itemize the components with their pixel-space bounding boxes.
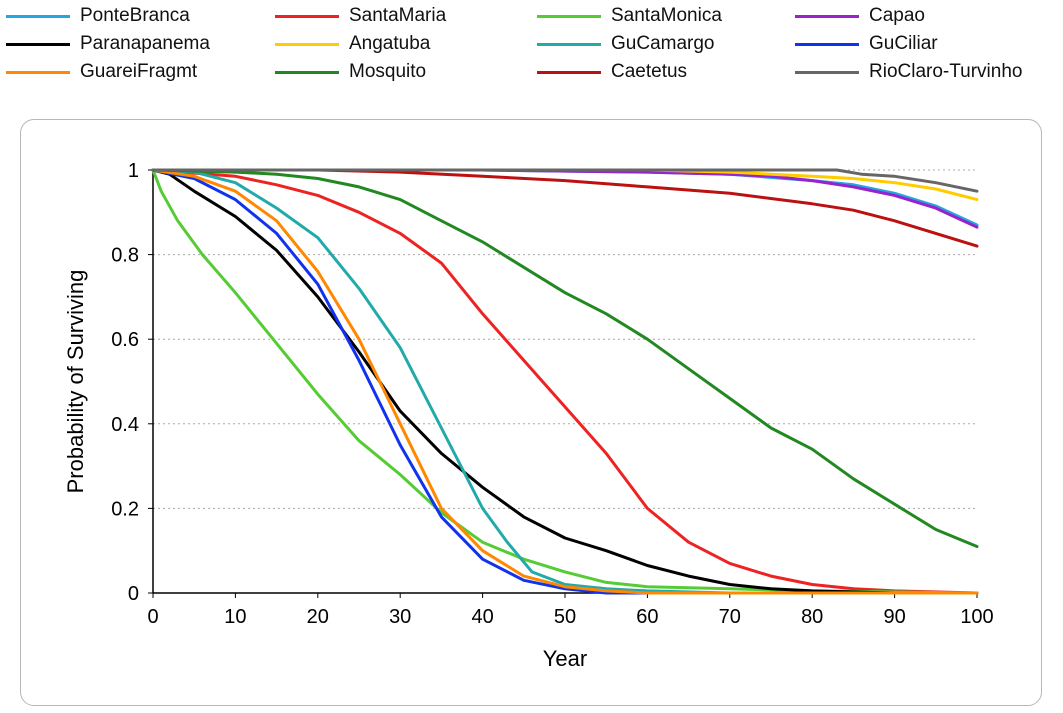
legend-swatch (537, 42, 601, 46)
legend-item: Angatuba (275, 32, 430, 56)
series-line-santamaria (151, 168, 979, 595)
chart-frame (20, 119, 1042, 706)
legend-item: RioClaro-Turvinho (795, 60, 1022, 84)
legend-label: Paranapanema (80, 33, 210, 54)
y-tick-label: 0.8 (111, 245, 139, 267)
axes: 00.20.40.60.810 10 20 30 40 50 60 70 80 90 100 (111, 160, 994, 628)
series-line-paranapanema (151, 168, 979, 595)
y-tick-label: 0.4 (111, 414, 139, 436)
legend-item: Caetetus (537, 60, 687, 84)
legend-item: SantaMonica (537, 4, 722, 28)
x-tick-label: 80 (801, 606, 823, 628)
series-line-santamonica (151, 168, 979, 595)
series-lines (151, 168, 979, 595)
legend-label: SantaMaria (349, 5, 447, 26)
legend-label: Mosquito (349, 61, 427, 82)
legend-label: Angatuba (349, 33, 431, 54)
legend-label: Capao (869, 5, 925, 26)
x-tick-label: 60 (636, 606, 658, 628)
series-line-gucamargo (151, 168, 979, 595)
legend-swatch (275, 14, 339, 18)
y-tick-label: 1 (128, 160, 139, 182)
series-line-guciliar (151, 168, 979, 595)
x-tick-label: 50 (554, 606, 576, 628)
y-tick-label: 0 (128, 583, 139, 605)
legend-item: SantaMaria (275, 4, 446, 28)
legend-item: GuCamargo (537, 32, 715, 56)
legend-label: GuCiliar (869, 33, 938, 54)
legend-swatch (795, 14, 859, 18)
legend-item: Mosquito (275, 60, 426, 84)
x-tick-label: 0 (147, 606, 158, 628)
legend-label: Caetetus (611, 61, 688, 82)
series-line-rioclaro-turvinho (151, 168, 979, 193)
legend-item: GuCiliar (795, 32, 938, 56)
legend-swatch (275, 42, 339, 46)
legend-item: PonteBranca (6, 4, 190, 28)
legend-item: Capao (795, 4, 925, 28)
legend-swatch (275, 70, 339, 74)
x-tick-label: 40 (471, 606, 493, 628)
legend-swatch (6, 70, 70, 74)
legend-swatch (537, 70, 601, 74)
x-tick-label: 30 (389, 606, 411, 628)
legend-label: GuCamargo (611, 33, 715, 54)
legend-label: RioClaro-Turvinho (869, 61, 1023, 82)
series-line-guareifragmt (151, 168, 979, 595)
y-tick-label: 0.6 (111, 329, 139, 351)
series-line-mosquito (151, 168, 979, 548)
x-tick-label: 70 (719, 606, 741, 628)
legend-label: GuareiFragmt (80, 61, 198, 82)
y-axis-title: Probability of Surviving (63, 270, 88, 494)
legend-swatch (795, 42, 859, 46)
legend-swatch (795, 70, 859, 74)
legend-swatch (6, 42, 70, 46)
legend-label: PonteBranca (80, 5, 190, 26)
x-tick-label: 90 (883, 606, 905, 628)
x-tick-label: 20 (307, 606, 329, 628)
y-tick-label: 0.2 (111, 498, 139, 520)
legend-swatch (6, 14, 70, 18)
x-tick-label: 100 (960, 606, 993, 628)
x-tick-label: 10 (224, 606, 246, 628)
x-axis-title: Year (543, 646, 587, 671)
chart-legend: PonteBranca SantaMaria SantaMonica Capao Par… (0, 0, 1063, 95)
legend-label: SantaMonica (611, 5, 722, 26)
legend-item: GuareiFragmt (6, 60, 197, 84)
legend-swatch (537, 14, 601, 18)
series-line-caetetus (151, 168, 979, 248)
legend-item: Paranapanema (6, 32, 210, 56)
